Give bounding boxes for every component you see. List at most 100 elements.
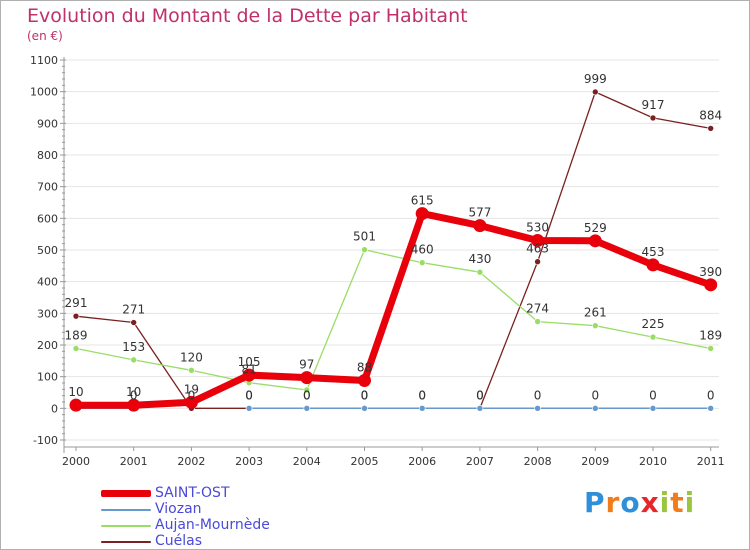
data-point bbox=[591, 405, 599, 412]
data-label: 10 bbox=[68, 385, 83, 399]
data-point bbox=[127, 398, 141, 412]
x-tick-label: 2006 bbox=[408, 455, 436, 468]
data-point bbox=[130, 319, 137, 326]
data-point bbox=[476, 405, 484, 412]
x-tick-label: 2003 bbox=[235, 455, 263, 468]
data-point bbox=[704, 278, 718, 292]
data-point bbox=[188, 367, 195, 374]
x-tick-label: 2000 bbox=[62, 455, 90, 468]
data-label: 88 bbox=[357, 360, 372, 374]
data-label: 291 bbox=[65, 296, 88, 310]
data-label: 390 bbox=[699, 265, 722, 279]
chart-title: Evolution du Montant de la Dette par Hab… bbox=[27, 5, 468, 27]
data-point bbox=[361, 246, 368, 253]
logo-letter: o bbox=[620, 486, 641, 519]
data-label: 0 bbox=[303, 388, 311, 402]
x-tick-label: 2008 bbox=[524, 455, 552, 468]
data-label: 529 bbox=[584, 221, 607, 235]
data-label: 0 bbox=[418, 388, 426, 402]
data-point bbox=[242, 368, 256, 382]
legend-swatch bbox=[101, 541, 151, 543]
data-label: 463 bbox=[526, 242, 549, 256]
data-label: 917 bbox=[642, 98, 665, 112]
series-saint-ost bbox=[69, 207, 718, 412]
data-point bbox=[361, 405, 368, 412]
data-label: 615 bbox=[411, 194, 434, 208]
data-label: 460 bbox=[411, 243, 434, 257]
data-label: 0 bbox=[188, 388, 196, 402]
data-label: 261 bbox=[584, 306, 607, 320]
logo-letter: i bbox=[659, 486, 671, 519]
data-point bbox=[646, 258, 660, 272]
data-point bbox=[649, 405, 657, 412]
data-label: 501 bbox=[353, 230, 376, 244]
data-point bbox=[418, 259, 426, 266]
y-tick-label: 700 bbox=[37, 181, 58, 194]
y-tick-label: 200 bbox=[37, 339, 58, 352]
series-aujan-mourn-de bbox=[72, 246, 715, 394]
y-tick-label: 1000 bbox=[30, 86, 58, 99]
legend-label: Aujan-Mournède bbox=[155, 517, 270, 533]
proxiti-logo: Proxiti bbox=[584, 486, 695, 519]
data-label: 430 bbox=[468, 252, 491, 266]
data-label: 0 bbox=[361, 388, 369, 402]
x-tick-label: 2002 bbox=[177, 455, 205, 468]
logo-letter: x bbox=[640, 486, 660, 519]
data-point bbox=[184, 395, 198, 409]
legend-item: Cuélas bbox=[101, 533, 331, 549]
legend-swatch bbox=[101, 525, 151, 527]
data-point bbox=[72, 312, 80, 320]
series-line bbox=[72, 210, 715, 409]
data-point bbox=[476, 268, 484, 276]
data-label: 0 bbox=[649, 388, 657, 402]
data-label: 225 bbox=[642, 317, 665, 331]
data-label: 884 bbox=[699, 108, 722, 122]
data-point bbox=[415, 207, 429, 221]
data-label: 0 bbox=[476, 388, 484, 402]
data-label: 105 bbox=[238, 355, 261, 369]
data-label: 0 bbox=[245, 388, 253, 402]
data-point bbox=[707, 125, 715, 132]
data-point bbox=[358, 373, 371, 387]
data-point bbox=[588, 234, 602, 248]
data-point bbox=[534, 318, 541, 325]
data-point bbox=[707, 405, 715, 412]
chart-unit-label: (en €) bbox=[27, 29, 63, 43]
data-label: 19 bbox=[184, 382, 199, 396]
y-tick-label: 800 bbox=[37, 149, 58, 162]
data-point bbox=[473, 219, 487, 233]
data-point bbox=[69, 398, 83, 412]
data-label: 189 bbox=[699, 328, 722, 342]
legend-label: SAINT-OST bbox=[155, 485, 230, 501]
x-tick-label: 2004 bbox=[293, 455, 321, 468]
data-point bbox=[649, 333, 657, 341]
logo-letter: r bbox=[605, 486, 621, 519]
y-tick-label: -100 bbox=[33, 434, 58, 447]
data-point bbox=[649, 114, 657, 122]
data-label: 274 bbox=[526, 302, 549, 316]
legend-swatch bbox=[101, 509, 151, 511]
y-tick-label: 0 bbox=[51, 402, 58, 415]
data-label: 999 bbox=[584, 72, 607, 86]
x-tick-label: 2007 bbox=[466, 455, 494, 468]
legend-item: Aujan-Mournède bbox=[101, 517, 331, 533]
data-label: 577 bbox=[468, 206, 491, 220]
data-point bbox=[591, 88, 599, 96]
data-point bbox=[303, 386, 311, 394]
y-tick-label: 100 bbox=[37, 371, 58, 384]
y-tick-label: 900 bbox=[37, 117, 58, 130]
data-point bbox=[245, 405, 253, 412]
legend-label: Viozan bbox=[155, 501, 202, 517]
data-label: 530 bbox=[526, 221, 549, 235]
data-point bbox=[303, 405, 311, 412]
data-label: 189 bbox=[65, 328, 88, 342]
x-tick-label: 2011 bbox=[697, 455, 725, 468]
y-tick-label: 400 bbox=[37, 276, 58, 289]
data-label: 0 bbox=[534, 388, 542, 402]
legend-item: Viozan bbox=[101, 501, 331, 517]
legend-item: SAINT-OST bbox=[101, 485, 331, 501]
data-point bbox=[591, 322, 599, 329]
legend-label: Cuélas bbox=[155, 533, 203, 549]
y-tick-label: 600 bbox=[37, 212, 58, 225]
